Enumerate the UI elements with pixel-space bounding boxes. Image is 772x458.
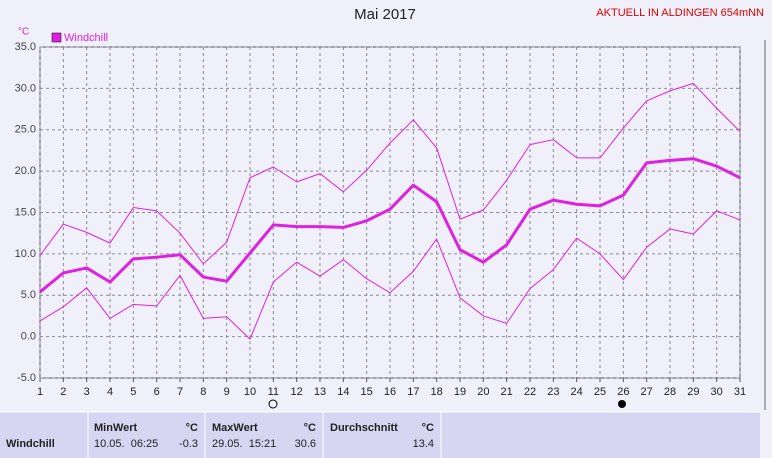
x-tick-label: 5 bbox=[130, 386, 136, 398]
table-header: °C bbox=[422, 422, 434, 434]
moon-icon bbox=[268, 399, 278, 409]
x-tick-label: 28 bbox=[664, 386, 676, 398]
y-tick-label: 5.0 bbox=[21, 289, 36, 301]
moon-icon bbox=[618, 400, 626, 408]
x-tick-label: 21 bbox=[501, 386, 513, 398]
x-tick-label: 16 bbox=[384, 386, 396, 398]
x-tick-label: 1 bbox=[37, 386, 43, 398]
x-tick-label: 17 bbox=[407, 386, 419, 398]
y-tick-label: 10.0 bbox=[15, 248, 36, 260]
x-tick-label: 10 bbox=[244, 386, 256, 398]
y-tick-label: -5.0 bbox=[17, 372, 36, 384]
table-header: Durchschnitt bbox=[330, 422, 398, 434]
x-tick-label: 23 bbox=[547, 386, 559, 398]
y-tick-label: 25.0 bbox=[15, 124, 36, 136]
x-tick-label: 27 bbox=[641, 386, 653, 398]
table-cell: -0.3 bbox=[179, 438, 198, 450]
series-line bbox=[39, 210, 741, 340]
x-tick-label: 8 bbox=[200, 386, 206, 398]
x-tick-label: 15 bbox=[361, 386, 373, 398]
legend-label: Windchill bbox=[64, 32, 108, 44]
x-tick-label: 11 bbox=[268, 386, 279, 398]
table-header: MinWert bbox=[94, 422, 138, 434]
x-tick-label: 25 bbox=[594, 386, 606, 398]
x-tick-label: 14 bbox=[337, 386, 349, 398]
x-tick-label: 9 bbox=[224, 386, 230, 398]
y-tick-label: 30.0 bbox=[15, 82, 36, 94]
x-tick-label: 31 bbox=[734, 386, 746, 398]
table-cell: 29.05. 15:21 bbox=[212, 438, 276, 450]
x-tick-label: 29 bbox=[687, 386, 699, 398]
x-tick-label: 22 bbox=[524, 386, 536, 398]
table-header: MaxWert bbox=[212, 422, 258, 434]
x-tick-label: 26 bbox=[617, 386, 629, 398]
y-axis-label: °C bbox=[18, 27, 29, 38]
x-tick-label: 12 bbox=[291, 386, 303, 398]
table-cell: 30.6 bbox=[295, 438, 316, 450]
table-cell: 13.4 bbox=[413, 438, 434, 450]
y-tick-label: 0.0 bbox=[21, 331, 36, 343]
chart-subtitle: AKTUELL IN ALDINGEN 654mNN bbox=[596, 7, 764, 19]
chart-title: Mai 2017 bbox=[354, 6, 416, 23]
series-line bbox=[39, 157, 741, 294]
legend-swatch bbox=[51, 32, 62, 43]
series-line bbox=[39, 82, 741, 265]
table-row-label: Windchill bbox=[6, 438, 55, 450]
table-header: °C bbox=[304, 422, 316, 434]
table-header: °C bbox=[186, 422, 198, 434]
y-tick-label: 15.0 bbox=[15, 206, 36, 218]
x-tick-label: 19 bbox=[454, 386, 466, 398]
y-tick-label: 20.0 bbox=[15, 165, 36, 177]
x-tick-label: 4 bbox=[107, 386, 113, 398]
x-tick-label: 2 bbox=[60, 386, 66, 398]
y-tick-label: 35.0 bbox=[15, 41, 36, 53]
x-tick-label: 7 bbox=[177, 386, 183, 398]
stats-table bbox=[0, 412, 760, 458]
table-cell: 10.05. 06:25 bbox=[94, 438, 158, 450]
x-tick-label: 13 bbox=[314, 386, 326, 398]
x-tick-label: 18 bbox=[431, 386, 443, 398]
x-tick-label: 20 bbox=[477, 386, 489, 398]
x-tick-label: 30 bbox=[711, 386, 723, 398]
x-tick-label: 6 bbox=[154, 386, 160, 398]
x-tick-label: 3 bbox=[84, 386, 90, 398]
x-tick-label: 24 bbox=[571, 386, 583, 398]
